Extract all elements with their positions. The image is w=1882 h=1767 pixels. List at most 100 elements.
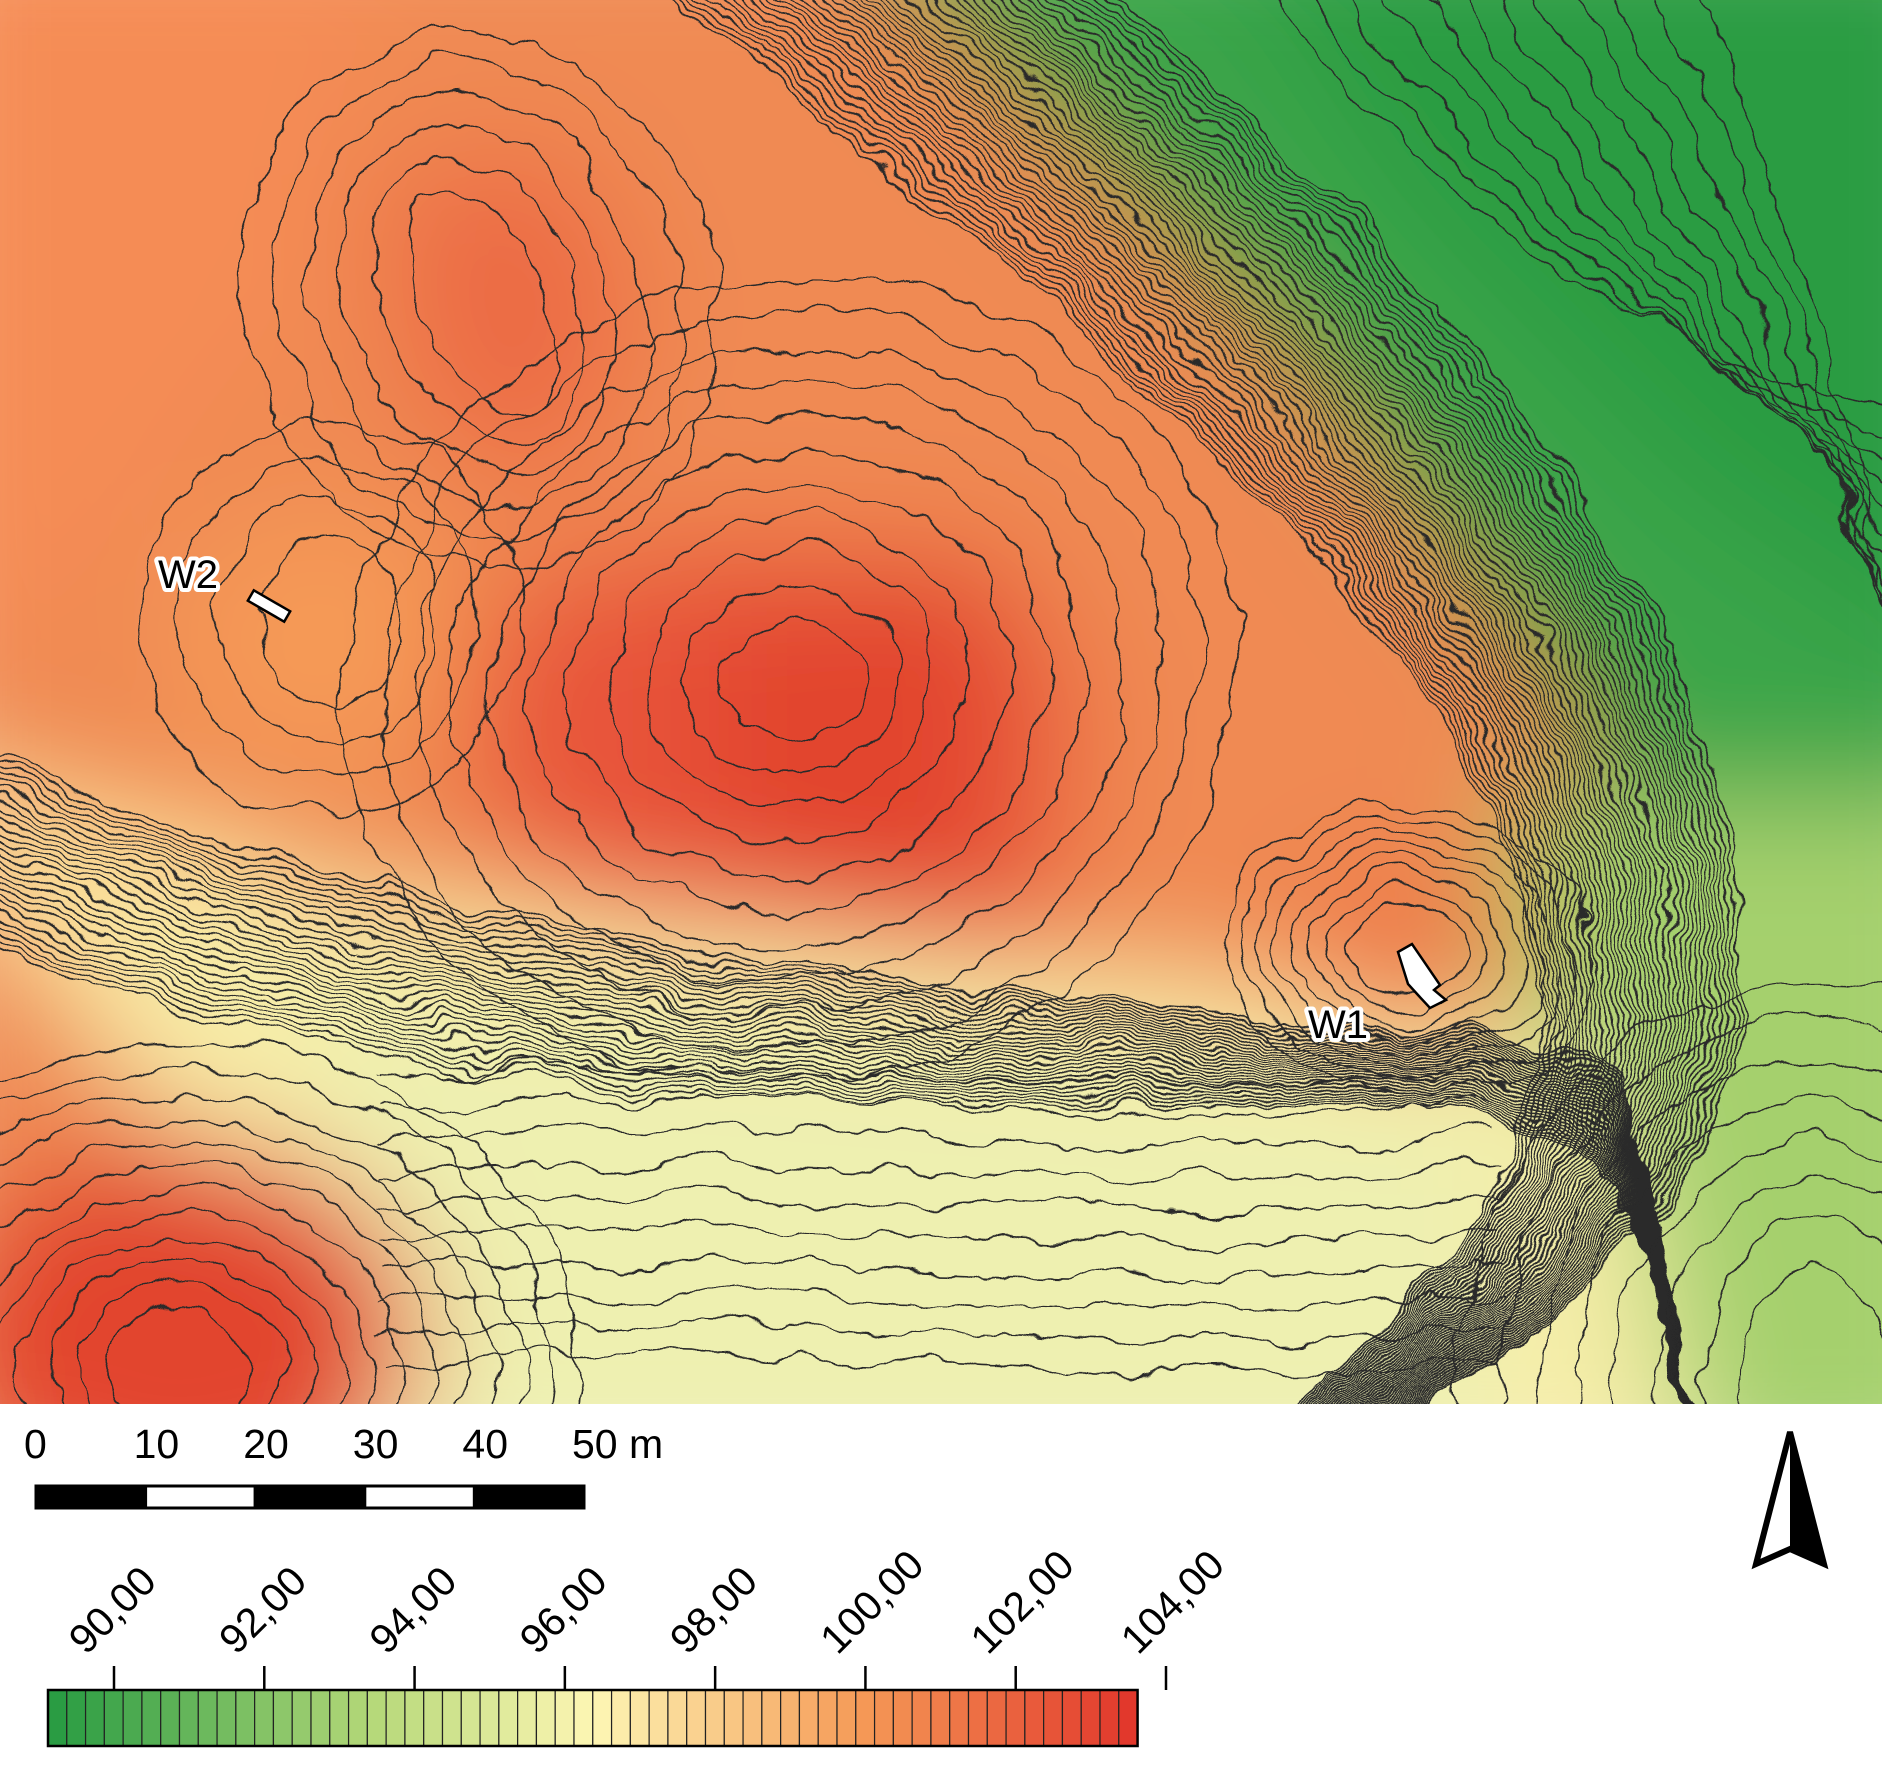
scale-bar-label: 40 <box>462 1421 508 1467</box>
contour-line <box>950 0 1667 1404</box>
contour-line <box>1577 0 1882 594</box>
contour-line <box>379 1226 1501 1244</box>
contour-line <box>1331 889 1489 1011</box>
contour-line <box>1502 0 1882 561</box>
contour-line <box>810 0 1601 1404</box>
contour-line <box>0 1069 551 1404</box>
ramp-cell <box>592 1689 613 1747</box>
contour-line <box>0 862 1692 1404</box>
contour-line <box>0 813 1693 1404</box>
contour-line <box>379 1258 1501 1276</box>
contour-line <box>1539 1059 1882 1404</box>
contour-line <box>940 0 1662 1404</box>
contour-line <box>179 459 481 781</box>
contour-line <box>379 1354 1501 1372</box>
contour-line <box>1030 0 1705 1404</box>
contour-line <box>1278 847 1542 1053</box>
contour-line <box>1260 832 1560 1068</box>
ramp-cell <box>517 1689 538 1747</box>
contour-line <box>239 33 721 567</box>
ramp-cell <box>329 1689 350 1747</box>
ramp-cell <box>610 1689 631 1747</box>
ramp-cell <box>892 1689 913 1747</box>
contour-line <box>379 1162 1501 1180</box>
contour-line <box>920 0 1653 1404</box>
contour-line <box>1619 1139 1882 1404</box>
ramp-cell <box>1061 1689 1082 1747</box>
contour-line <box>830 0 1611 1404</box>
ramp-cell <box>855 1689 876 1747</box>
contour-line <box>681 584 899 776</box>
ramp-cell <box>197 1689 218 1747</box>
ramp-tick-label: 100,00 <box>811 1541 932 1662</box>
contour-line <box>0 792 1693 1404</box>
contour-line <box>1000 0 1691 1404</box>
contour-line <box>0 827 1692 1404</box>
ramp-cell <box>1005 1689 1026 1747</box>
contour-line <box>0 918 1690 1404</box>
scale-bar-segment <box>472 1484 586 1510</box>
ramp-frame <box>46 1688 1139 1748</box>
ramp-cell <box>366 1689 387 1747</box>
ramp-cell <box>479 1689 500 1747</box>
ramp-cell <box>873 1689 894 1747</box>
contour-line <box>0 1093 521 1404</box>
ramp-tick-label: 90,00 <box>60 1557 165 1662</box>
contour-line <box>379 1130 1501 1148</box>
contour-line <box>0 932 1689 1404</box>
contour-line <box>1224 804 1596 1096</box>
contour-line <box>0 771 1693 1404</box>
contour-line <box>1313 875 1507 1025</box>
contour-line <box>1351 0 1882 465</box>
contour-line <box>568 482 1012 878</box>
ramp-tick-label: 92,00 <box>210 1557 315 1662</box>
ramp-tick-label: 96,00 <box>511 1557 616 1662</box>
ramp-cell <box>930 1689 951 1747</box>
ramp-cell <box>47 1689 68 1747</box>
ramp-cell <box>141 1689 162 1747</box>
contour-line <box>1653 0 1882 606</box>
contour-line <box>820 0 1606 1404</box>
ramp-cell <box>122 1689 143 1747</box>
scale-bar-label: 0 <box>24 1421 47 1467</box>
contour-line <box>342 124 618 476</box>
ramp-cell <box>817 1689 838 1747</box>
contour-line <box>1459 979 1882 1404</box>
site-w1-marker[interactable] <box>1396 942 1449 1010</box>
ramp-cell <box>911 1689 932 1747</box>
site-w1[interactable]: W1 <box>1304 942 1449 1051</box>
contour-line <box>719 618 861 742</box>
scale-bar-label: 10 <box>134 1421 180 1467</box>
ramp-cell <box>84 1689 105 1747</box>
contour-line <box>970 0 1677 1404</box>
contour-line <box>740 0 1569 1404</box>
contour-line <box>890 0 1639 1404</box>
contour-line <box>0 883 1691 1404</box>
contour-line <box>840 0 1615 1404</box>
ramp-cell <box>498 1689 519 1747</box>
contour-line <box>1426 0 1882 517</box>
contour-line <box>1050 0 1715 1404</box>
ramp-tick-label: 102,00 <box>962 1541 1083 1662</box>
ramp-cell <box>178 1689 199 1747</box>
site-w2[interactable]: W2 <box>154 549 292 624</box>
ramp-cell <box>66 1689 87 1747</box>
contour-line <box>1699 1219 1882 1404</box>
contour-line <box>730 0 1564 1404</box>
site-w2-label: W2 <box>158 553 218 597</box>
ramp-cell <box>535 1689 556 1747</box>
contour-line <box>379 1322 1501 1340</box>
ramp-cell <box>742 1689 763 1747</box>
ramp-cell <box>986 1689 1007 1747</box>
contour-line <box>780 0 1587 1404</box>
contour-line <box>0 1141 461 1404</box>
ramp-cell <box>441 1689 462 1747</box>
contour-line <box>379 1098 1501 1116</box>
site-w2-marker[interactable] <box>246 588 292 624</box>
ramp-cell <box>385 1689 406 1747</box>
contour-line <box>0 806 1693 1404</box>
ramp-cell <box>836 1689 857 1747</box>
contour-line <box>910 0 1648 1404</box>
contour-line <box>0 1189 401 1404</box>
contour-line <box>1275 0 1882 409</box>
